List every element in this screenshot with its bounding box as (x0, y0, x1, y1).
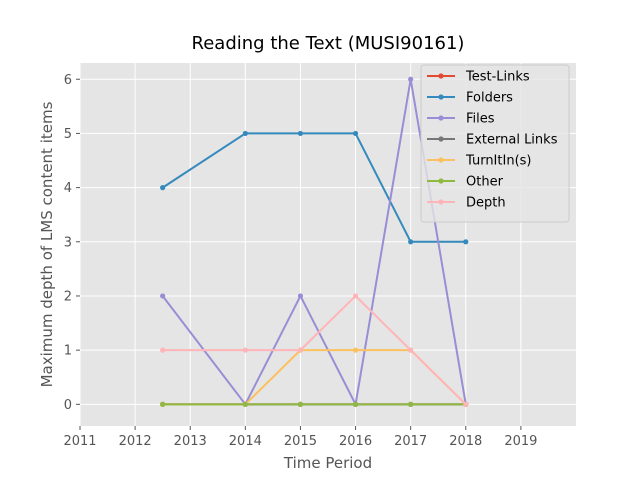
y-tick-label: 5 (64, 127, 72, 142)
data-point-folders (352, 130, 359, 137)
series-line-depth (162, 294, 467, 406)
x-tick-label: 2015 (284, 434, 317, 449)
legend-label: Depth (466, 196, 506, 211)
x-tick-label: 2019 (504, 434, 537, 449)
data-point-folders (160, 185, 166, 191)
legend-marker (438, 199, 444, 205)
legend-label: Files (466, 112, 495, 127)
y-tick-label: 0 (64, 398, 72, 413)
legend-label: Test-Links (465, 70, 530, 85)
legend-marker (438, 178, 444, 184)
legend-box (420, 64, 570, 223)
legend-label: Other (466, 175, 504, 190)
data-point-depth (242, 347, 248, 353)
legend-label: External Links (466, 133, 558, 148)
data-point-files (160, 293, 166, 299)
chart-title: Reading the Text (MUSI90161) (192, 33, 465, 54)
y-tick-label: 6 (64, 73, 72, 88)
data-point-other (352, 401, 359, 407)
data-point-depth (463, 401, 469, 407)
y-tick-labels: 0 1 2 3 4 5 6 (64, 73, 80, 413)
x-tick-label: 2017 (394, 434, 427, 449)
data-point-other (242, 401, 248, 407)
data-point-folders (463, 239, 469, 245)
data-point-files (408, 76, 414, 82)
legend-marker (438, 136, 444, 142)
x-tick-label: 2013 (174, 434, 207, 449)
y-tick-label: 3 (64, 235, 72, 250)
legend-label: TurnItIn(s) (465, 154, 531, 169)
data-point-files (297, 293, 304, 299)
y-axis-label: Maximum depth of LMS content items (38, 101, 56, 387)
legend-marker (438, 157, 444, 163)
data-point-depth (408, 347, 414, 353)
data-point-depth (160, 347, 166, 353)
data-point-other (408, 401, 414, 407)
data-point-other (297, 401, 304, 407)
data-point-depth (352, 293, 359, 299)
x-tick-labels: 2011 2012 2013 2014 2015 2016 2017 2018 2019 (63, 426, 537, 449)
legend-label: Folders (466, 91, 513, 106)
x-tick-label: 2016 (339, 434, 372, 449)
data-point-folders (242, 130, 248, 137)
legend-marker (438, 73, 444, 79)
legend-marker (438, 94, 444, 100)
x-tick-label: 2018 (449, 434, 482, 449)
series-lines (160, 76, 469, 407)
legend-marker (438, 115, 444, 121)
x-tick-label: 2012 (119, 434, 152, 449)
x-axis-label: Time Period (283, 454, 372, 472)
data-point-folders (408, 239, 414, 245)
series-line-folders (162, 132, 466, 243)
data-point-other (160, 401, 166, 407)
x-tick-label: 2014 (229, 434, 262, 449)
x-tick-label: 2011 (63, 434, 96, 449)
y-tick-label: 1 (64, 344, 72, 359)
y-tick-label: 2 (64, 289, 72, 304)
legend: Test-Links Folders Files External Links Turn… (420, 64, 570, 223)
y-tick-label: 4 (64, 181, 72, 196)
data-point-depth (297, 347, 304, 353)
data-point-turnitin-s (352, 347, 359, 353)
data-point-folders (297, 130, 304, 137)
